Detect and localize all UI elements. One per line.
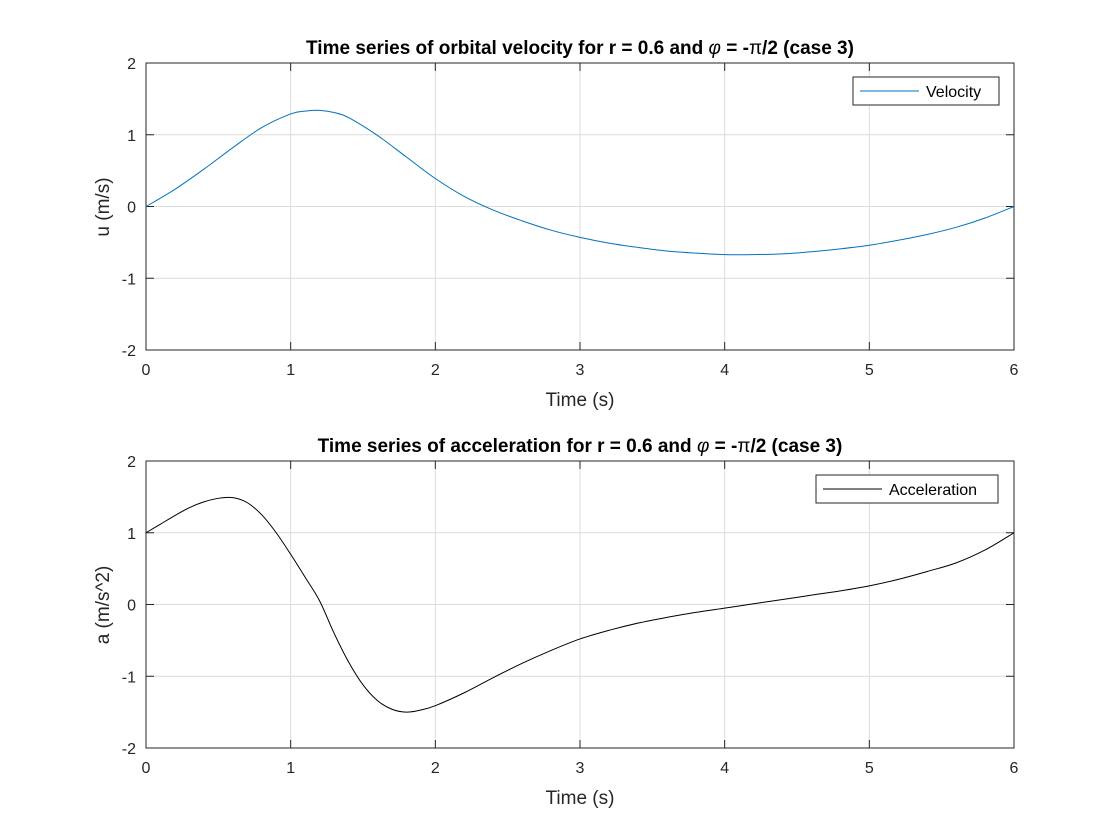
velocity-x-tick-label: 2 bbox=[431, 362, 440, 379]
acceleration-x-axis-label: Time (s) bbox=[546, 788, 615, 809]
acceleration-x-tick-label: 2 bbox=[431, 760, 440, 777]
acceleration-y-tick-label: -2 bbox=[122, 741, 136, 758]
acceleration-axes-frame bbox=[145, 460, 1015, 749]
acceleration-chart-title: Time series of acceleration for r = 0.6 … bbox=[318, 436, 843, 457]
velocity-series-line bbox=[145, 109, 1015, 256]
velocity-x-tick-label: 6 bbox=[1010, 362, 1019, 379]
velocity-y-tick-label: -2 bbox=[122, 343, 136, 360]
acceleration-x-tick-label: 3 bbox=[576, 760, 585, 777]
velocity-y-axis-label: u (m/s) bbox=[93, 177, 114, 236]
acceleration-y-tick-label: -1 bbox=[122, 669, 136, 686]
acceleration-y-tick-label: 2 bbox=[127, 454, 136, 471]
velocity-y-tick-label: 1 bbox=[127, 128, 136, 145]
velocity-legend-label: Velocity bbox=[926, 84, 981, 101]
velocity-y-tick-label: -1 bbox=[122, 271, 136, 288]
acceleration-grid bbox=[146, 461, 1014, 748]
velocity-legend: Velocity bbox=[852, 76, 1000, 106]
velocity-y-tick-label: 0 bbox=[127, 200, 136, 217]
velocity-x-tick-label: 3 bbox=[576, 362, 585, 379]
velocity-grid bbox=[146, 63, 1014, 350]
acceleration-x-tick-label: 1 bbox=[286, 760, 295, 777]
acceleration-legend-label: Acceleration bbox=[889, 482, 977, 499]
velocity-x-tick-label: 1 bbox=[286, 362, 295, 379]
acceleration-series-line bbox=[145, 496, 1015, 713]
acceleration-subplot: 0 1 2 3 4 5 6 -2 -1 0 1 2 Time series of accelerati… bbox=[93, 436, 1019, 809]
velocity-y-tick-label: 2 bbox=[127, 56, 136, 73]
acceleration-legend: Acceleration bbox=[815, 474, 999, 504]
velocity-x-tick-label: 4 bbox=[720, 362, 729, 379]
acceleration-x-tick-label: 0 bbox=[142, 760, 151, 777]
acceleration-x-tick-label: 5 bbox=[865, 760, 874, 777]
velocity-x-axis-label: Time (s) bbox=[546, 390, 615, 411]
velocity-chart-title: Time series of orbital velocity for r = … bbox=[306, 38, 854, 59]
acceleration-y-tick-label: 0 bbox=[127, 598, 136, 615]
velocity-subplot: 0 1 2 3 4 5 6 -2 -1 0 1 2 Time series of orbital ve… bbox=[93, 38, 1019, 411]
velocity-x-tick-label: 5 bbox=[865, 362, 874, 379]
velocity-x-tick-label: 0 bbox=[142, 362, 151, 379]
acceleration-y-axis-label: a (m/s^2) bbox=[93, 566, 114, 645]
acceleration-y-tick-label: 1 bbox=[127, 526, 136, 543]
acceleration-x-tick-label: 4 bbox=[720, 760, 729, 777]
acceleration-x-tick-label: 6 bbox=[1010, 760, 1019, 777]
